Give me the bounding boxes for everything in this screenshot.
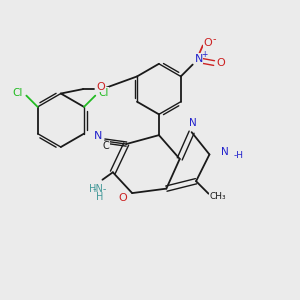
Text: O: O — [204, 38, 212, 48]
Text: N: N — [221, 147, 229, 157]
Text: Cl: Cl — [98, 88, 109, 98]
Text: +: + — [201, 50, 207, 59]
Text: H: H — [96, 192, 104, 202]
Text: H: H — [89, 184, 97, 194]
Text: N: N — [189, 118, 196, 128]
Text: O: O — [217, 58, 225, 68]
Text: O: O — [97, 82, 105, 92]
Text: Cl: Cl — [13, 88, 23, 98]
Text: C: C — [103, 141, 110, 152]
Text: -H: -H — [233, 151, 243, 160]
Text: -: - — [212, 34, 216, 44]
Text: N: N — [194, 54, 203, 64]
Text: O: O — [118, 194, 127, 203]
Text: -N-: -N- — [93, 184, 107, 194]
Text: CH₃: CH₃ — [209, 192, 226, 201]
Text: N: N — [94, 131, 103, 141]
